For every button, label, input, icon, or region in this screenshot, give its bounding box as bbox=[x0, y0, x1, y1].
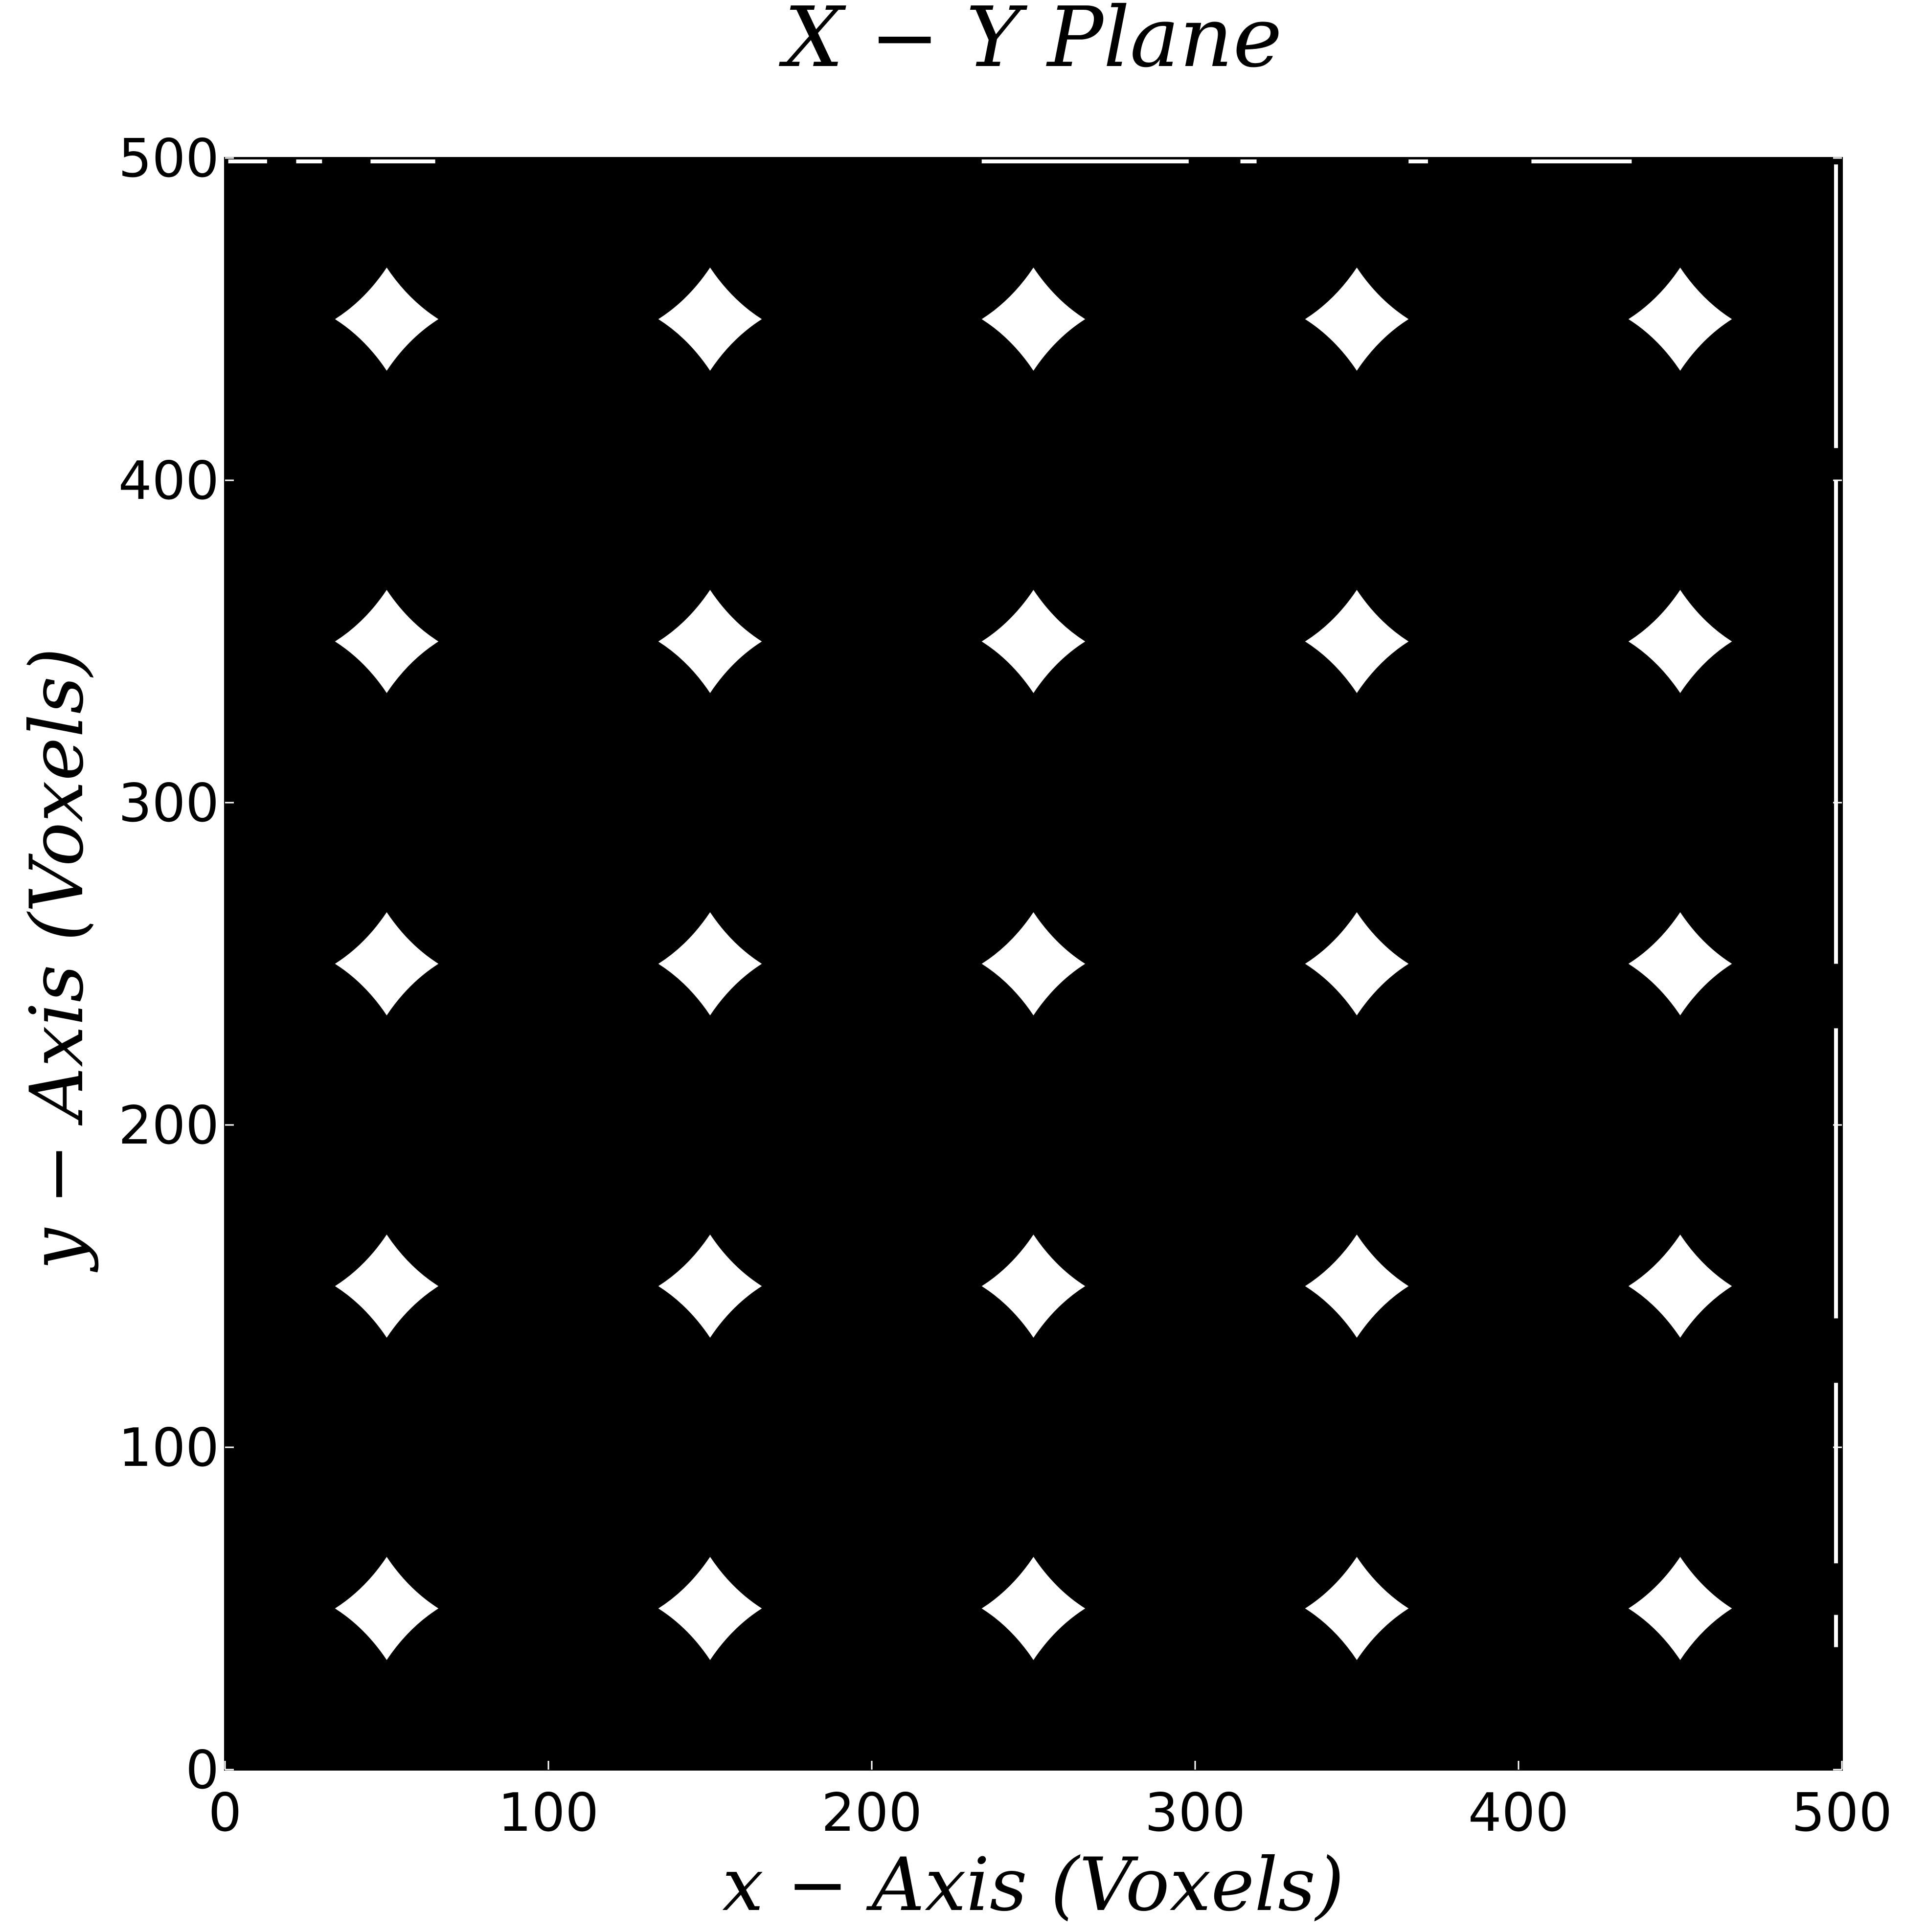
x-tick-label: 500 bbox=[1791, 1782, 1892, 1843]
y-tick-label: 400 bbox=[118, 450, 219, 512]
feature-marker bbox=[981, 268, 1086, 371]
x-tick-label: 200 bbox=[821, 1782, 922, 1843]
features-layer bbox=[335, 268, 1732, 1660]
right-edge-segment bbox=[1834, 480, 1838, 964]
feature-marker bbox=[335, 268, 439, 371]
feature-marker bbox=[658, 912, 762, 1015]
feature-marker bbox=[981, 912, 1086, 1015]
right-edge-segment bbox=[1834, 1383, 1838, 1564]
feature-marker bbox=[335, 912, 439, 1015]
right-edge-segment bbox=[1834, 1028, 1838, 1319]
feature-marker bbox=[335, 1235, 439, 1338]
feature-marker bbox=[1305, 912, 1409, 1015]
top-edge-segment bbox=[1240, 159, 1257, 163]
x-axis-label: x − Axis (Voxels) bbox=[722, 1842, 1344, 1928]
feature-marker bbox=[1305, 1235, 1409, 1338]
feature-marker bbox=[1305, 268, 1409, 371]
top-edge-segment bbox=[370, 159, 435, 163]
right-edge-artifacts bbox=[1834, 164, 1838, 1647]
feature-marker bbox=[1628, 590, 1732, 693]
y-axis-label: y − Axis (Voxels) bbox=[15, 648, 100, 1273]
y-tick-label: 300 bbox=[118, 773, 219, 834]
x-tick-label: 300 bbox=[1145, 1782, 1246, 1843]
feature-marker bbox=[335, 1557, 439, 1660]
top-edge-segment bbox=[1531, 159, 1632, 163]
feature-marker bbox=[658, 590, 762, 693]
y-ticks: 0 100 200 300 400 500 bbox=[118, 128, 1842, 1801]
feature-marker bbox=[658, 268, 762, 371]
feature-marker bbox=[1628, 268, 1732, 371]
x-tick-label: 400 bbox=[1468, 1782, 1569, 1843]
feature-marker bbox=[658, 1235, 762, 1338]
top-edge-segment bbox=[981, 159, 1189, 163]
chart-title: X − Y Plane bbox=[779, 0, 1282, 86]
feature-marker bbox=[1628, 1235, 1732, 1338]
y-tick-label: 500 bbox=[118, 128, 219, 189]
x-tick-label: 100 bbox=[498, 1782, 599, 1843]
x-tick-label: 0 bbox=[208, 1782, 242, 1843]
feature-marker bbox=[1628, 1557, 1732, 1660]
y-tick-label: 0 bbox=[185, 1740, 219, 1801]
top-edge-artifacts bbox=[228, 159, 1632, 163]
feature-marker bbox=[335, 590, 439, 693]
right-edge-segment bbox=[1834, 164, 1838, 449]
feature-marker bbox=[1305, 1557, 1409, 1660]
plot-frame bbox=[224, 157, 1843, 1771]
feature-marker bbox=[981, 1557, 1086, 1660]
feature-marker bbox=[1628, 912, 1732, 1015]
feature-marker bbox=[981, 590, 1086, 693]
top-edge-segment bbox=[296, 159, 322, 163]
feature-marker bbox=[658, 1557, 762, 1660]
feature-marker bbox=[1305, 590, 1409, 693]
x-ticks: 0 100 200 300 400 500 bbox=[208, 1761, 1892, 1843]
right-edge-segment bbox=[1834, 1615, 1838, 1647]
feature-marker bbox=[981, 1235, 1086, 1338]
top-edge-segment bbox=[1408, 159, 1428, 163]
y-tick-label: 200 bbox=[118, 1095, 219, 1156]
top-edge-segment bbox=[228, 159, 267, 163]
y-tick-label: 100 bbox=[118, 1417, 219, 1479]
